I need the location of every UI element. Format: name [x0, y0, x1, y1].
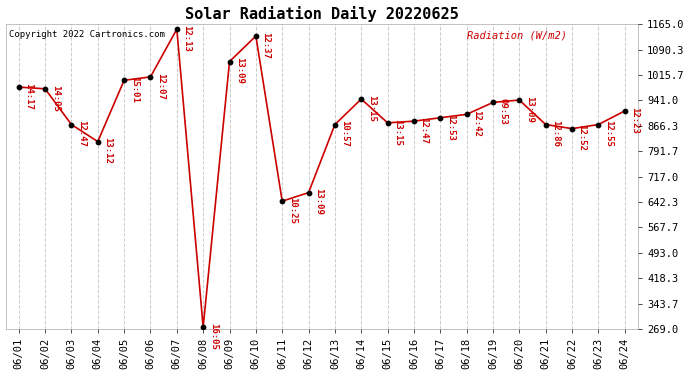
Text: 12:86: 12:86: [551, 120, 560, 147]
Point: [329, 122, 340, 128]
Text: 12:07: 12:07: [156, 73, 165, 100]
Text: 14:05: 14:05: [50, 85, 59, 111]
Point: [487, 99, 498, 105]
Text: 10:57: 10:57: [340, 120, 349, 147]
Text: 12:23: 12:23: [630, 107, 640, 134]
Text: 12:55: 12:55: [604, 120, 613, 147]
Point: [408, 118, 420, 124]
Text: 10:25: 10:25: [288, 197, 297, 224]
Point: [92, 139, 104, 145]
Text: 13:09: 13:09: [525, 96, 534, 123]
Text: Radiation (W/m2): Radiation (W/m2): [467, 30, 567, 40]
Text: 12:42: 12:42: [472, 110, 481, 137]
Text: Copyright 2022 Cartronics.com: Copyright 2022 Cartronics.com: [9, 30, 165, 39]
Text: 13:15: 13:15: [393, 118, 402, 146]
Point: [277, 198, 288, 204]
Point: [13, 84, 24, 90]
Point: [303, 190, 314, 196]
Title: Solar Radiation Daily 20220625: Solar Radiation Daily 20220625: [185, 6, 459, 21]
Point: [171, 26, 182, 32]
Text: 09:53: 09:53: [499, 98, 508, 125]
Text: 12:37: 12:37: [262, 32, 270, 59]
Text: 13:09: 13:09: [314, 189, 323, 215]
Text: 12:53: 12:53: [446, 114, 455, 141]
Text: 13:12: 13:12: [104, 137, 112, 164]
Point: [435, 115, 446, 121]
Point: [566, 126, 578, 132]
Text: 12:52: 12:52: [578, 124, 586, 152]
Point: [461, 111, 472, 117]
Point: [224, 58, 235, 64]
Text: 12:13: 12:13: [182, 25, 191, 52]
Point: [619, 108, 630, 114]
Point: [197, 324, 208, 330]
Point: [145, 74, 156, 80]
Point: [382, 120, 393, 126]
Text: 13:09: 13:09: [235, 57, 244, 84]
Text: 14:17: 14:17: [24, 83, 33, 110]
Text: 16:05: 16:05: [208, 323, 218, 350]
Point: [119, 77, 130, 83]
Point: [514, 97, 525, 103]
Text: 12:47: 12:47: [420, 117, 428, 144]
Text: 13:15: 13:15: [367, 95, 376, 122]
Point: [540, 122, 551, 128]
Point: [66, 122, 77, 128]
Text: 12:47: 12:47: [77, 120, 86, 147]
Text: 15:01: 15:01: [130, 76, 139, 103]
Point: [356, 96, 367, 102]
Point: [250, 33, 262, 39]
Point: [39, 86, 50, 92]
Point: [593, 122, 604, 128]
